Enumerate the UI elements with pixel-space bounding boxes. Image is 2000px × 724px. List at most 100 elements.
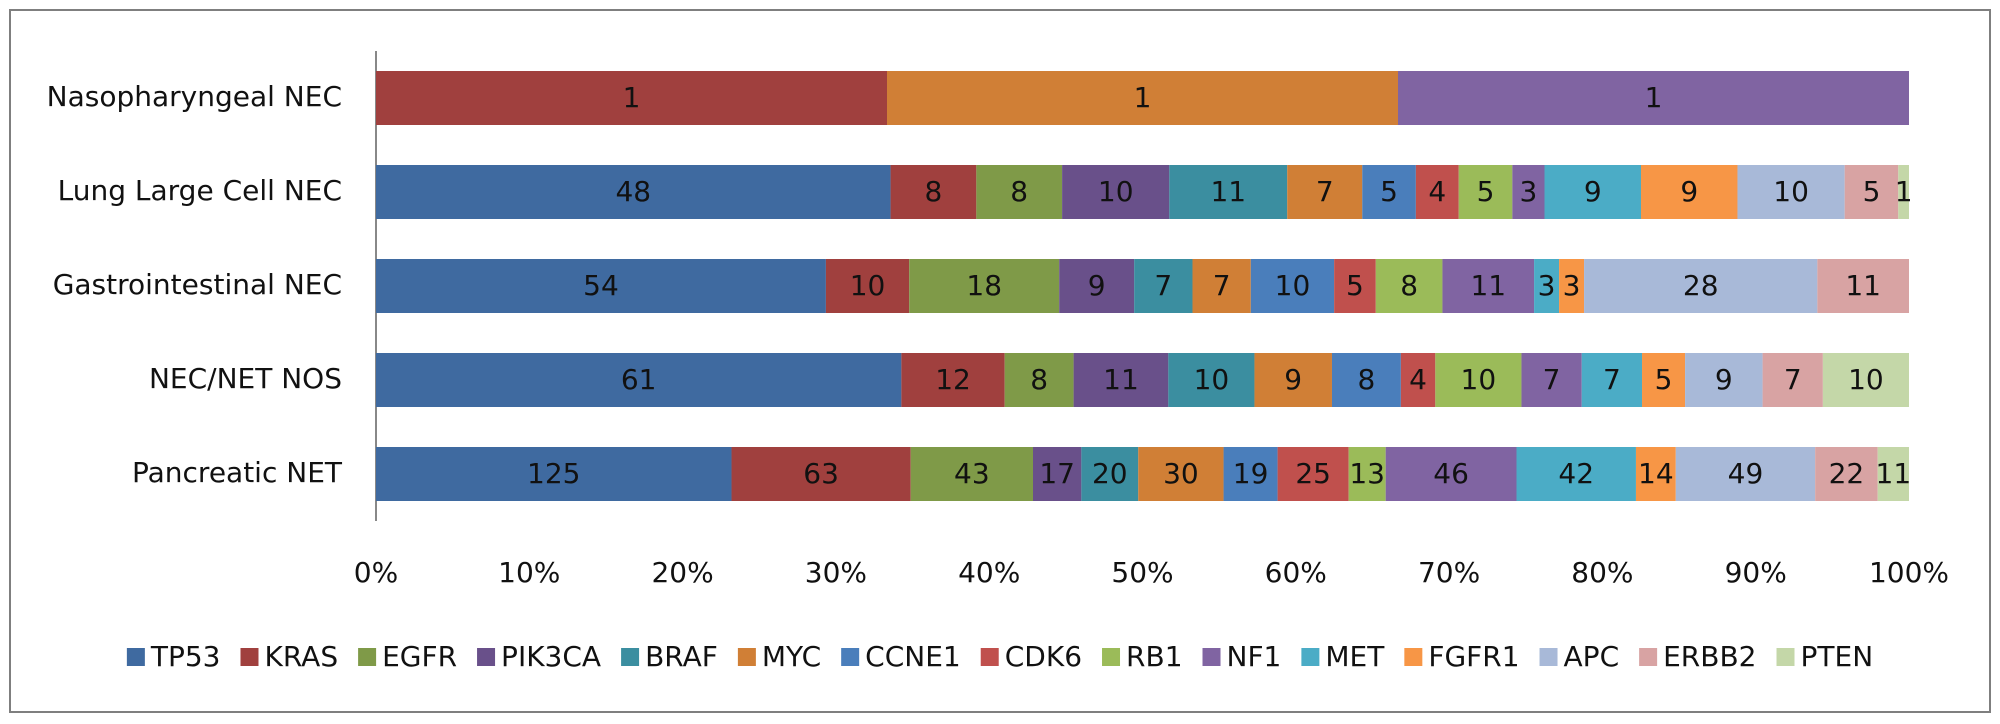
data-label: 125 (527, 457, 580, 490)
bar-segment (1635, 447, 1676, 501)
data-label: 10 (850, 269, 886, 302)
bar-segment (1737, 165, 1845, 219)
bar-segment (1442, 259, 1535, 313)
data-label: 42 (1558, 457, 1594, 490)
data-label: 9 (1715, 363, 1733, 396)
data-label: 8 (1358, 363, 1376, 396)
bar-segment (376, 259, 826, 313)
data-label: 9 (1584, 175, 1602, 208)
bar-segment (1898, 165, 1909, 219)
data-label: 30 (1163, 457, 1199, 490)
legend-swatch (358, 648, 377, 666)
legend-swatch (1202, 648, 1221, 666)
legend-label: MYC (762, 640, 821, 673)
legend-label: CCNE1 (865, 640, 961, 673)
y-tick-label: Lung Large Cell NEC (58, 174, 342, 207)
bar-segment (909, 259, 1060, 313)
x-tick-label: 100% (1869, 556, 1949, 589)
bar-segment (1331, 353, 1401, 407)
legend-label: FGFR1 (1428, 640, 1519, 673)
data-label: 1 (623, 81, 641, 114)
bar-segment (1435, 353, 1522, 407)
x-tick-label: 90% (1725, 556, 1787, 589)
data-label: 5 (1346, 269, 1364, 302)
data-label: 10 (1098, 175, 1134, 208)
data-label: 61 (621, 363, 657, 396)
legend-label: CDK6 (1005, 640, 1082, 673)
data-label: 14 (1638, 457, 1674, 490)
bar-segment (1400, 353, 1436, 407)
bar-segment (1844, 165, 1899, 219)
data-label: 11 (1103, 363, 1139, 396)
bar-segment (1059, 259, 1135, 313)
data-label: 1 (1134, 81, 1152, 114)
data-label: 8 (925, 175, 943, 208)
legend-swatch (621, 648, 640, 666)
legend: TP53 KRAS EGFR PIK3CA BRAF MYC CCNE1 CDK6 RB1 NF1… (126, 640, 1874, 673)
legend-label: TP53 (150, 640, 221, 673)
bar-segment (890, 165, 977, 219)
y-tick-label: NEC/NET NOS (149, 362, 342, 395)
bar-segment (1521, 353, 1582, 407)
bar-segment (1169, 165, 1288, 219)
data-label: 18 (966, 269, 1002, 302)
bar-segment (1362, 165, 1416, 219)
legend-label: APC (1564, 640, 1620, 673)
bar-segment (1254, 353, 1332, 407)
legend-label: PIK3CA (501, 640, 601, 673)
y-tick-label: Pancreatic NET (132, 456, 343, 489)
bar-segment (887, 71, 1398, 125)
data-label: 48 (615, 175, 651, 208)
bar-segment (910, 447, 1033, 501)
bar-segment (1192, 259, 1251, 313)
legend-swatch (1301, 648, 1320, 666)
data-label: 22 (1829, 457, 1865, 490)
legend-swatch (1404, 648, 1423, 666)
y-tick-label: Gastrointestinal NEC (53, 268, 342, 301)
bar-segment (1138, 447, 1224, 501)
bar-segment (1385, 447, 1517, 501)
x-tick-label: 30% (805, 556, 867, 589)
bar-segment (1584, 259, 1818, 313)
data-label: 5 (1477, 175, 1495, 208)
bar-segment (1348, 447, 1386, 501)
legend-label: MET (1325, 640, 1385, 673)
data-label: 11 (1470, 269, 1506, 302)
data-label: 5 (1863, 175, 1881, 208)
bar-segment (1458, 165, 1513, 219)
data-label: 46 (1433, 457, 1469, 490)
bar-segment (376, 71, 887, 125)
bar-segment (1762, 353, 1823, 407)
bar-segment (1250, 259, 1335, 313)
data-label: 1 (1645, 81, 1663, 114)
bar-segment (1815, 447, 1878, 501)
bar-segment (1033, 447, 1082, 501)
data-label: 10 (1194, 363, 1230, 396)
data-label: 28 (1683, 269, 1719, 302)
data-label: 19 (1233, 457, 1269, 490)
data-label: 8 (1400, 269, 1418, 302)
data-label: 10 (1848, 363, 1884, 396)
legend-label: ERBB2 (1663, 640, 1756, 673)
bar-segment (1516, 447, 1636, 501)
bar-segment (1685, 353, 1763, 407)
legend-swatch (1776, 648, 1795, 666)
data-label: 9 (1284, 363, 1302, 396)
data-label: 1 (1895, 175, 1913, 208)
bar-segment (1822, 353, 1909, 407)
bar-segment (1642, 353, 1686, 407)
bar-segment (1168, 353, 1255, 407)
legend-label: PTEN (1801, 640, 1874, 673)
data-label: 8 (1010, 175, 1028, 208)
data-label: 11 (1845, 269, 1881, 302)
bar-segment (1081, 447, 1139, 501)
bar-segment (1398, 71, 1909, 125)
data-label: 10 (1461, 363, 1497, 396)
legend-label: BRAF (645, 640, 718, 673)
bar-segment (1375, 259, 1443, 313)
data-label: 7 (1213, 269, 1231, 302)
x-tick-label: 80% (1571, 556, 1633, 589)
bar-segment (731, 447, 911, 501)
data-label: 25 (1295, 457, 1331, 490)
bar-segment (1223, 447, 1278, 501)
